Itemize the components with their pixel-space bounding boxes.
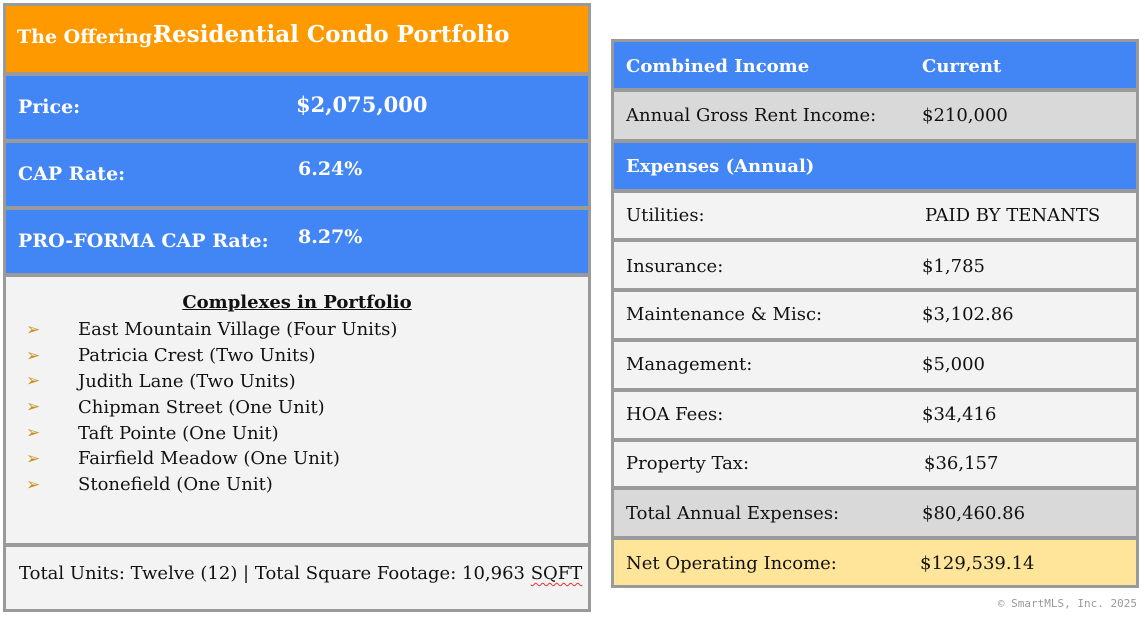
cap-rate-label: CAP Rate: bbox=[18, 163, 126, 185]
expenses-header: Expenses (Annual) bbox=[626, 156, 815, 177]
proforma-cap-rate-row: PRO-FORMA CAP Rate: 8.27% bbox=[6, 210, 588, 273]
income-header-row: Combined Income Current bbox=[614, 42, 1136, 88]
utilities-value: PAID BY TENANTS bbox=[925, 205, 1101, 226]
current-header: Current bbox=[922, 56, 1002, 77]
complexes-section: Complexes in Portfolio ➢ East Mountain Vi… bbox=[6, 277, 588, 543]
complex-name: East Mountain Village (Four Units) bbox=[78, 319, 398, 341]
noi-row: Net Operating Income: $129,539.14 bbox=[614, 540, 1136, 585]
hoa-fees-row: HOA Fees: $34,416 bbox=[614, 392, 1136, 438]
cap-rate-row: CAP Rate: 6.24% bbox=[6, 143, 588, 206]
complex-name: Taft Pointe (One Unit) bbox=[78, 422, 279, 444]
utilities-row: Utilities: PAID BY TENANTS bbox=[614, 193, 1136, 238]
totals-row: Total Units: Twelve (12) | Total Square … bbox=[6, 547, 588, 609]
list-item: ➢ East Mountain Village (Four Units) bbox=[26, 317, 397, 343]
gross-rent-row: Annual Gross Rent Income: $210,000 bbox=[614, 92, 1136, 139]
management-value: $5,000 bbox=[922, 354, 985, 375]
offering-label: The Offering: bbox=[17, 26, 160, 48]
complexes-title: Complexes in Portfolio bbox=[182, 292, 412, 313]
maintenance-value: $3,102.86 bbox=[922, 304, 1014, 325]
cap-rate-value: 6.24% bbox=[298, 158, 363, 180]
complex-name: Chipman Street (One Unit) bbox=[78, 396, 325, 418]
maintenance-label: Maintenance & Misc: bbox=[626, 304, 823, 325]
maintenance-row: Maintenance & Misc: $3,102.86 bbox=[614, 292, 1136, 338]
complexes-list: ➢ East Mountain Village (Four Units) ➢ Pat… bbox=[26, 317, 397, 498]
list-item: ➢ Chipman Street (One Unit) bbox=[26, 394, 397, 420]
utilities-label: Utilities: bbox=[626, 205, 705, 226]
hoa-fees-label: HOA Fees: bbox=[626, 404, 724, 425]
gross-rent-label: Annual Gross Rent Income: bbox=[626, 105, 877, 126]
arrow-bullet-icon: ➢ bbox=[26, 397, 41, 418]
total-expenses-label: Total Annual Expenses: bbox=[626, 503, 840, 524]
management-label: Management: bbox=[626, 354, 753, 375]
complex-name: Fairfield Meadow (One Unit) bbox=[78, 448, 340, 470]
list-item: ➢ Judith Lane (Two Units) bbox=[26, 369, 397, 395]
price-row: Price: $2,075,000 bbox=[6, 76, 588, 139]
insurance-row: Insurance: $1,785 bbox=[614, 242, 1136, 288]
arrow-bullet-icon: ➢ bbox=[26, 345, 41, 366]
list-item: ➢ Taft Pointe (One Unit) bbox=[26, 420, 397, 446]
arrow-bullet-icon: ➢ bbox=[26, 371, 41, 392]
income-expense-table: Combined Income Current Annual Gross Ren… bbox=[611, 39, 1139, 588]
arrow-bullet-icon: ➢ bbox=[26, 319, 41, 340]
gross-rent-value: $210,000 bbox=[922, 105, 1008, 126]
proforma-cap-rate-value: 8.27% bbox=[298, 226, 363, 248]
offering-title: Residential Condo Portfolio bbox=[153, 21, 510, 48]
noi-value: $129,539.14 bbox=[920, 553, 1035, 574]
total-expenses-row: Total Annual Expenses: $80,460.86 bbox=[614, 490, 1136, 536]
list-item: ➢ Patricia Crest (Two Units) bbox=[26, 343, 397, 369]
complex-name: Stonefield (One Unit) bbox=[78, 474, 273, 496]
total-expenses-value: $80,460.86 bbox=[922, 503, 1026, 524]
expenses-header-row: Expenses (Annual) bbox=[614, 143, 1136, 189]
combined-income-header: Combined Income bbox=[626, 56, 810, 77]
property-tax-label: Property Tax: bbox=[626, 453, 750, 474]
arrow-bullet-icon: ➢ bbox=[26, 474, 41, 495]
arrow-bullet-icon: ➢ bbox=[26, 423, 41, 444]
property-tax-row: Property Tax: $36,157 bbox=[614, 442, 1136, 486]
arrow-bullet-icon: ➢ bbox=[26, 448, 41, 469]
list-item: ➢ Fairfield Meadow (One Unit) bbox=[26, 446, 397, 472]
management-row: Management: $5,000 bbox=[614, 342, 1136, 388]
noi-label: Net Operating Income: bbox=[626, 553, 837, 574]
list-item: ➢ Stonefield (One Unit) bbox=[26, 472, 397, 498]
proforma-cap-rate-label: PRO-FORMA CAP Rate: bbox=[18, 230, 269, 252]
price-label: Price: bbox=[18, 96, 81, 118]
offering-summary-panel: The Offering: Residential Condo Portfoli… bbox=[3, 3, 591, 612]
totals-units-footage: Total Units: Twelve (12) | Total Square … bbox=[19, 563, 531, 584]
complex-name: Judith Lane (Two Units) bbox=[78, 370, 296, 392]
insurance-label: Insurance: bbox=[626, 256, 724, 277]
price-value: $2,075,000 bbox=[296, 92, 428, 117]
offering-header: The Offering: Residential Condo Portfoli… bbox=[6, 6, 588, 72]
totals-text: Total Units: Twelve (12) | Total Square … bbox=[19, 563, 582, 584]
copyright-footer: © SmartMLS, Inc. 2025 bbox=[997, 597, 1137, 610]
complex-name: Patricia Crest (Two Units) bbox=[78, 345, 316, 367]
property-tax-value: $36,157 bbox=[924, 453, 999, 474]
hoa-fees-value: $34,416 bbox=[922, 404, 997, 425]
insurance-value: $1,785 bbox=[922, 256, 985, 277]
totals-sqft-unit: SQFT bbox=[530, 563, 583, 584]
